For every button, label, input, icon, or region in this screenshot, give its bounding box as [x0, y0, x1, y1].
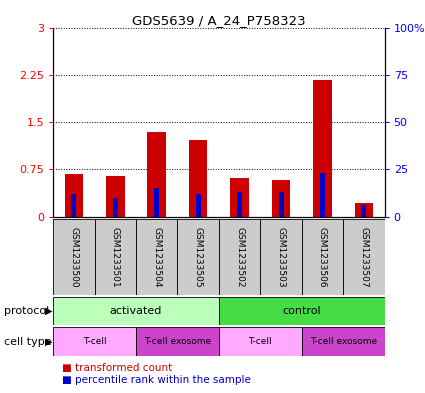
- Bar: [237, 192, 242, 217]
- Text: cell type: cell type: [4, 336, 52, 347]
- Text: activated: activated: [110, 306, 162, 316]
- Bar: [53, 327, 136, 356]
- Bar: [313, 80, 332, 217]
- Bar: [94, 219, 136, 295]
- Bar: [361, 205, 366, 217]
- Bar: [53, 219, 94, 295]
- Bar: [302, 327, 385, 356]
- Text: ▶: ▶: [45, 306, 52, 316]
- Bar: [113, 198, 118, 217]
- Bar: [230, 178, 249, 217]
- Bar: [53, 297, 219, 325]
- Bar: [71, 194, 76, 217]
- Text: GSM1233501: GSM1233501: [111, 226, 120, 287]
- Bar: [147, 132, 166, 217]
- Bar: [343, 219, 385, 295]
- Bar: [189, 140, 207, 217]
- Text: GSM1233503: GSM1233503: [277, 226, 286, 287]
- Text: GSM1233500: GSM1233500: [69, 226, 78, 287]
- Text: GSM1233505: GSM1233505: [194, 226, 203, 287]
- Text: T-cell: T-cell: [249, 337, 272, 346]
- Text: GSM1233502: GSM1233502: [235, 227, 244, 287]
- Bar: [219, 297, 385, 325]
- Text: protocol: protocol: [4, 306, 49, 316]
- Bar: [65, 174, 83, 217]
- Text: GSM1233507: GSM1233507: [360, 226, 368, 287]
- Text: ■ percentile rank within the sample: ■ percentile rank within the sample: [62, 375, 250, 385]
- Text: ▶: ▶: [45, 336, 52, 347]
- Bar: [260, 219, 302, 295]
- Bar: [320, 173, 325, 217]
- Text: ■ transformed count: ■ transformed count: [62, 363, 172, 373]
- Bar: [278, 192, 283, 217]
- Text: T-cell exosome: T-cell exosome: [144, 337, 211, 346]
- Bar: [196, 194, 201, 217]
- Title: GDS5639 / A_24_P758323: GDS5639 / A_24_P758323: [132, 14, 306, 27]
- Bar: [106, 176, 125, 217]
- Bar: [302, 219, 343, 295]
- Bar: [272, 180, 290, 217]
- Bar: [154, 188, 159, 217]
- Bar: [354, 203, 373, 217]
- Text: T-cell exosome: T-cell exosome: [310, 337, 377, 346]
- Bar: [136, 327, 219, 356]
- Text: GSM1233504: GSM1233504: [152, 227, 161, 287]
- Text: control: control: [283, 306, 321, 316]
- Bar: [219, 219, 260, 295]
- Text: T-cell: T-cell: [83, 337, 106, 346]
- Text: GSM1233506: GSM1233506: [318, 226, 327, 287]
- Bar: [178, 219, 219, 295]
- Bar: [136, 219, 178, 295]
- Bar: [219, 327, 302, 356]
